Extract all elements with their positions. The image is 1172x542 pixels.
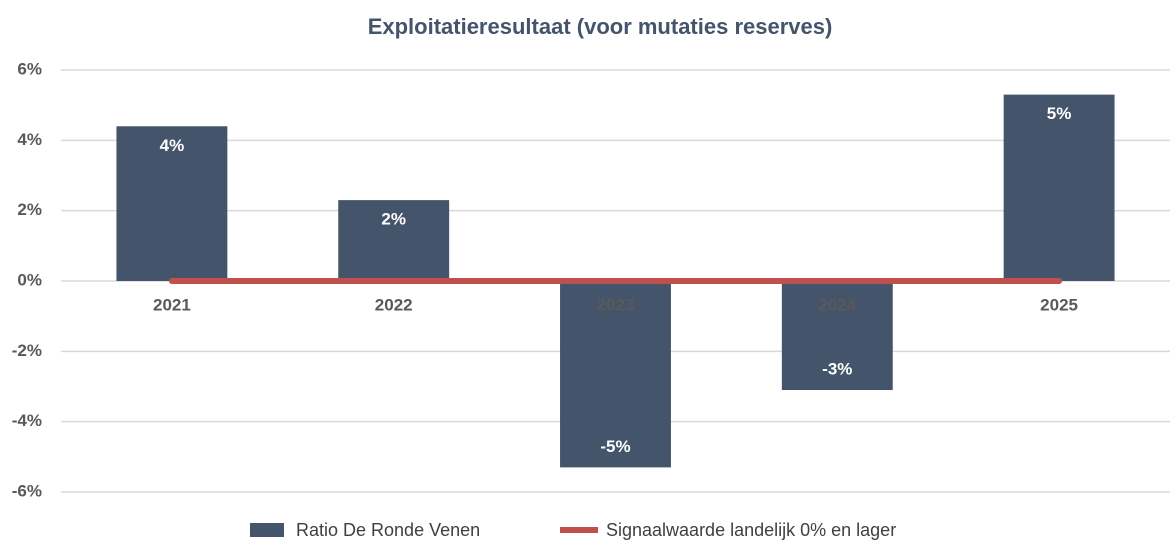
y-tick-label: 4% <box>17 130 42 149</box>
y-tick-label: -4% <box>12 411 42 430</box>
value-label: -5% <box>600 437 630 456</box>
legend-label: Signaalwaarde landelijk 0% en lager <box>606 520 896 540</box>
legend-swatch <box>250 523 284 537</box>
bar <box>116 126 228 282</box>
bar <box>1003 94 1115 281</box>
value-label: -3% <box>822 360 852 379</box>
chart-title: Exploitatieresultaat (voor mutaties rese… <box>368 14 833 39</box>
y-tick-label: -6% <box>12 481 42 500</box>
y-tick-label: 2% <box>17 200 42 219</box>
bar <box>338 200 450 281</box>
legend-label: Ratio De Ronde Venen <box>296 520 480 540</box>
x-tick-label: 2025 <box>1040 295 1078 314</box>
value-label: 4% <box>160 136 185 155</box>
y-tick-label: 0% <box>17 270 42 289</box>
bar <box>560 281 671 468</box>
x-tick-label: 2022 <box>375 295 413 314</box>
x-tick-label: 2024 <box>818 295 856 314</box>
x-tick-label: 2021 <box>153 295 191 314</box>
y-tick-label: -2% <box>12 341 42 360</box>
value-label: 5% <box>1047 104 1072 123</box>
value-label: 2% <box>381 210 406 229</box>
x-tick-label: 2023 <box>597 295 635 314</box>
y-tick-label: 6% <box>17 59 42 78</box>
bar <box>781 281 893 391</box>
